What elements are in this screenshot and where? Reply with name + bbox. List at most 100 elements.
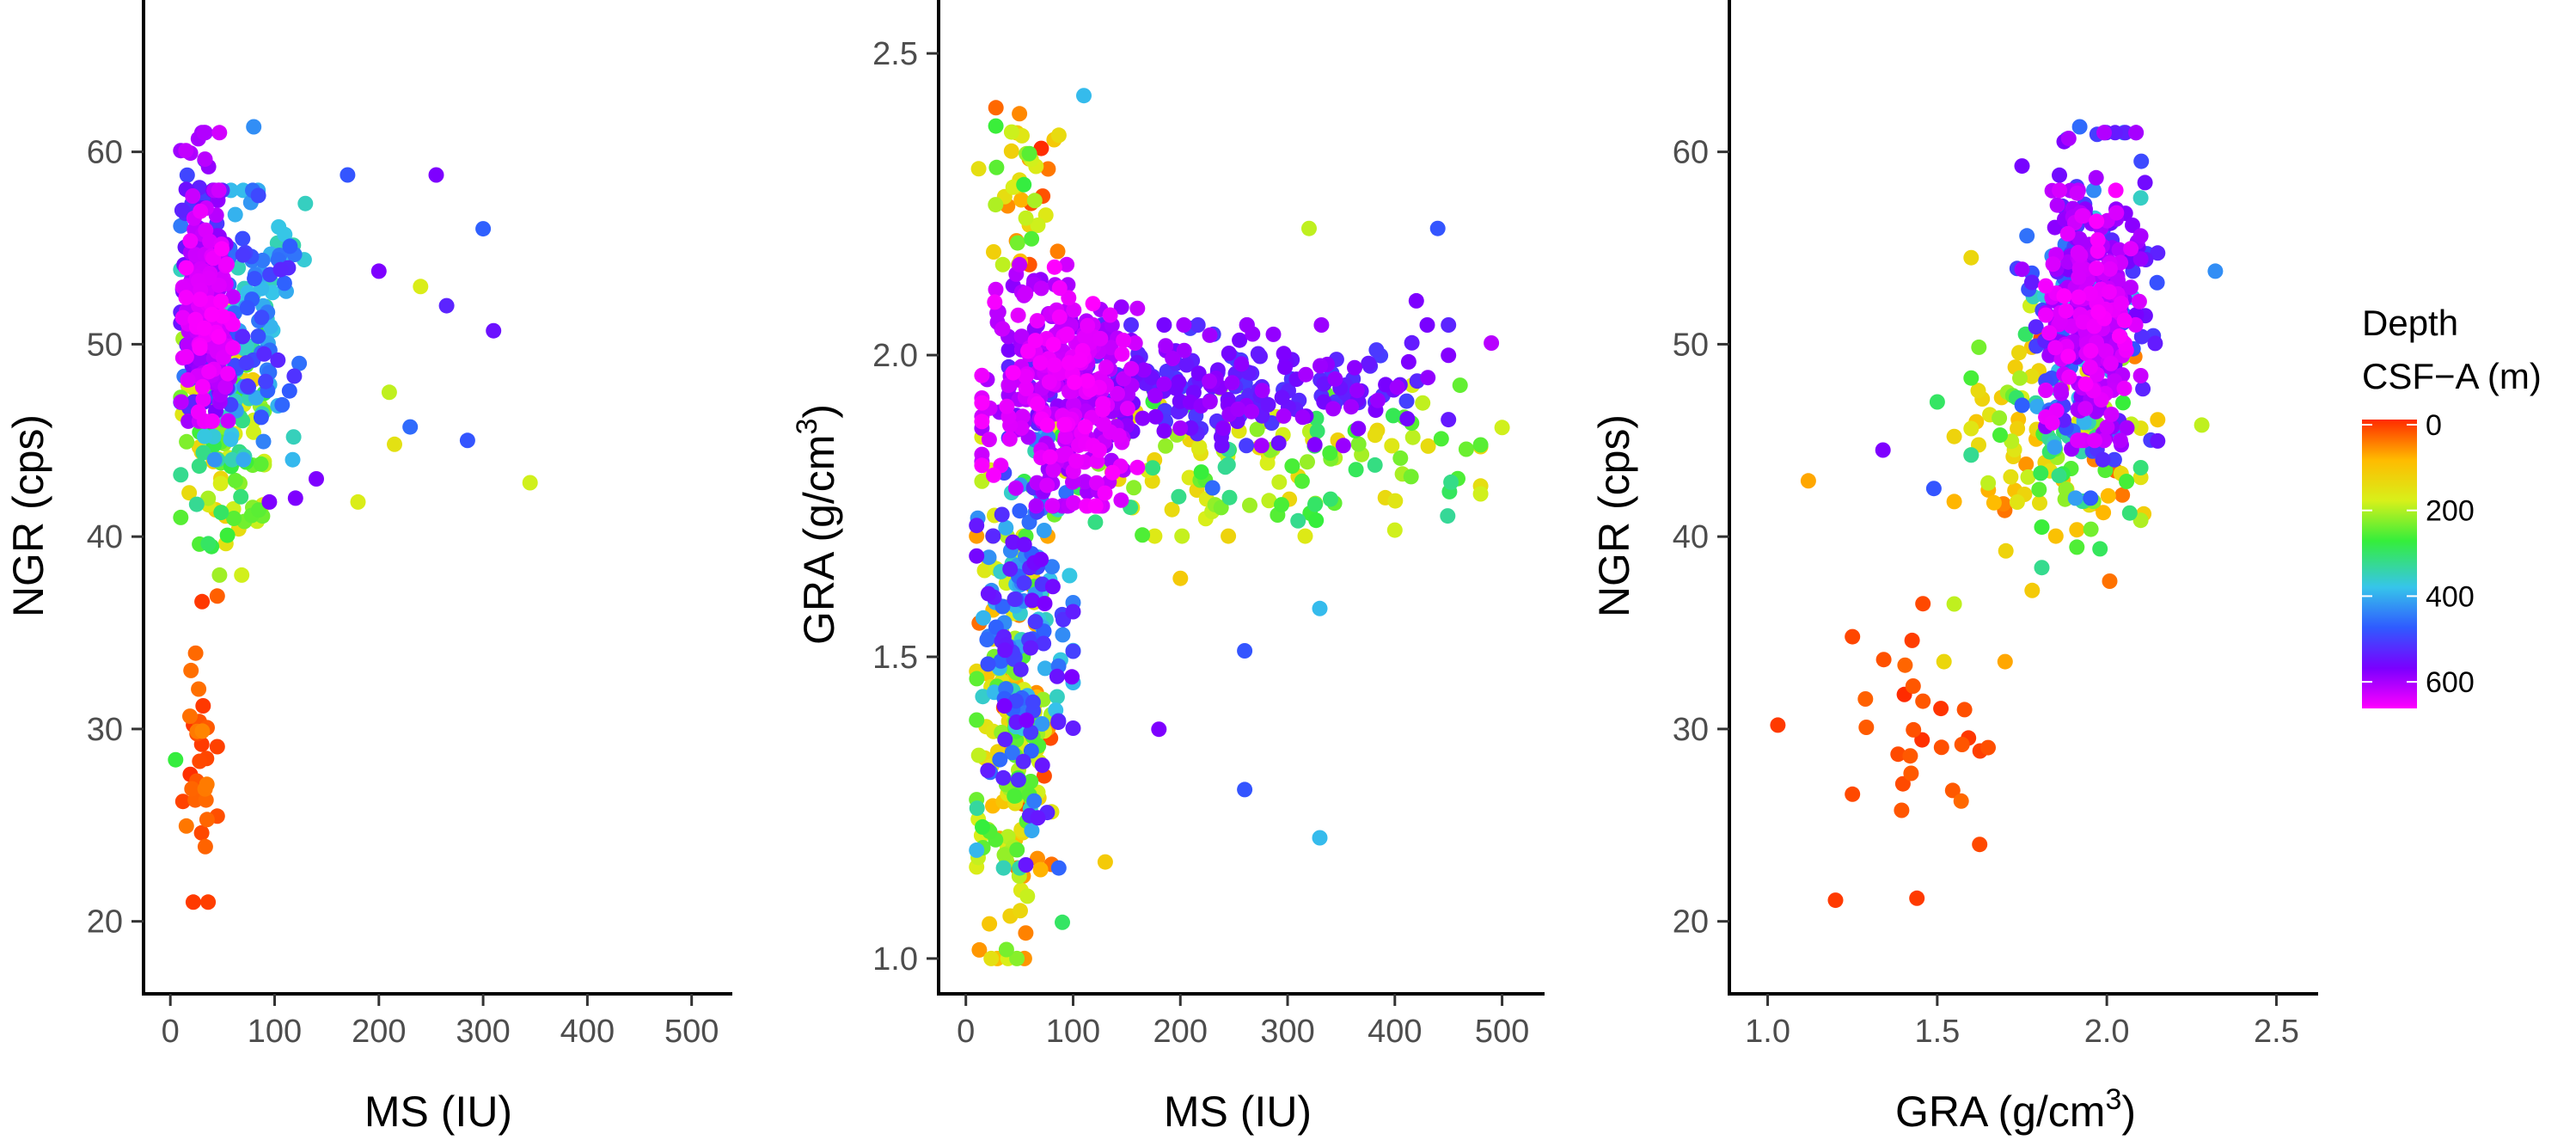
panel-1-point xyxy=(179,167,195,183)
panel-3-point xyxy=(1905,678,1921,694)
panel-2-point xyxy=(986,244,1001,260)
panel-2-point xyxy=(999,398,1015,414)
panel-1-point xyxy=(178,143,194,159)
panel-3-point xyxy=(2132,228,2149,244)
panel-1-point xyxy=(256,346,272,362)
panel-2-point xyxy=(997,732,1013,748)
legend-tick-label: 400 xyxy=(2426,580,2475,613)
panel-2-x-ticks: 0 100 200 300 400 500 xyxy=(957,994,1529,1050)
panel-3-point xyxy=(2020,469,2036,485)
panel-3-point xyxy=(2116,312,2132,328)
panel-3-point xyxy=(2077,376,2094,392)
panel-3-point xyxy=(2053,382,2069,398)
panel-1-point xyxy=(206,451,223,468)
panel-3-point xyxy=(2090,304,2107,321)
panel-2-point xyxy=(1404,429,1421,445)
panel-3-point xyxy=(2150,432,2166,449)
panel-3-point xyxy=(1909,890,1925,906)
panel-2-point xyxy=(1021,145,1037,162)
panel-2-point xyxy=(1077,474,1093,490)
panel-2-point xyxy=(1385,408,1401,424)
panel-2-point xyxy=(1312,830,1328,846)
panel-2-point xyxy=(1312,600,1328,616)
panel-2-point xyxy=(1056,417,1073,432)
panel-2-point xyxy=(981,549,997,566)
panel-1-point xyxy=(183,662,199,678)
panel-2-point xyxy=(1327,371,1343,387)
panel-1-y-axis-title: NGR (cps) xyxy=(4,414,52,617)
panel-2-point xyxy=(998,941,1014,958)
panel-1-point xyxy=(213,293,229,310)
panel-3-point xyxy=(2132,368,2149,383)
panel-2-point xyxy=(1294,473,1310,489)
panel-2-point xyxy=(1367,427,1383,444)
panel-2-point xyxy=(970,161,987,177)
panel-2-point xyxy=(1202,394,1218,410)
panel-3-point xyxy=(2034,519,2050,536)
panel-2-point xyxy=(1007,788,1023,804)
panel-3-point xyxy=(2044,414,2060,431)
panel-3-point xyxy=(2121,505,2138,521)
panel-2-point xyxy=(1116,332,1132,348)
panel-2-point xyxy=(1176,342,1192,359)
panel-3-point xyxy=(1894,775,1911,792)
panel-3-point xyxy=(1992,410,2008,426)
panel-2-point xyxy=(1023,640,1039,656)
panel-3-point xyxy=(1946,493,1962,510)
panel-1-point xyxy=(475,221,492,237)
panel-2-point xyxy=(1046,259,1062,275)
panel-2-point xyxy=(1176,317,1192,333)
panel-2-point xyxy=(1126,480,1142,496)
panel-2-point xyxy=(1384,438,1400,454)
panel-3-point xyxy=(2137,175,2153,191)
panel-1-point xyxy=(227,472,243,488)
panel-1-x-tick-label: 400 xyxy=(560,1014,615,1050)
panel-2-point xyxy=(1260,396,1276,413)
panel-3-point xyxy=(1954,737,1970,752)
panel-3-point xyxy=(2052,182,2068,199)
panel-2-point xyxy=(1012,256,1028,273)
panel-3-point xyxy=(2090,232,2106,248)
panel-2-point xyxy=(1494,420,1510,436)
panel-2-y-ticks: 1.0 1.5 2.0 2.5 xyxy=(872,36,939,978)
panel-2-y-axis-title-sup: 3 xyxy=(791,419,823,435)
panel-3-point xyxy=(2038,307,2054,323)
panel-1-point xyxy=(239,300,255,316)
panel-2-point xyxy=(1301,220,1317,236)
panel-2-point xyxy=(1276,346,1292,362)
panel-2-point xyxy=(1045,336,1062,352)
panel-1-point xyxy=(182,708,198,725)
panel-2-point xyxy=(1096,416,1112,432)
panel-2-point xyxy=(1193,464,1209,481)
panel-2-point xyxy=(1309,423,1325,439)
panel-2-point xyxy=(974,414,990,430)
panel-2-point xyxy=(1111,427,1127,444)
panel-2-point xyxy=(1350,420,1367,437)
panel-3-point xyxy=(2100,487,2116,504)
panel-2-point xyxy=(998,519,1014,536)
panel-2-point xyxy=(1009,842,1025,858)
panel-1-point xyxy=(287,490,303,506)
panel-2-point xyxy=(1261,493,1277,509)
panel-2-point xyxy=(1041,374,1057,390)
panel-3-point xyxy=(2133,328,2150,345)
panel-3-point xyxy=(2132,251,2149,267)
panel-2-point xyxy=(1050,714,1067,731)
panel-2-point xyxy=(1294,409,1311,426)
panel-1-point xyxy=(188,496,205,512)
panel-2-point xyxy=(1135,410,1151,426)
panel-3-point xyxy=(1953,793,1969,809)
panel-2-point xyxy=(1023,774,1039,789)
panel-3-y-tick-label: 30 xyxy=(1673,712,1709,748)
panel-3-point xyxy=(2207,263,2224,279)
panel-3-point xyxy=(2150,412,2166,428)
panel-2-point xyxy=(1312,358,1328,374)
panel-2-point xyxy=(1030,218,1046,233)
panel-2-point xyxy=(995,860,1012,876)
panel-2-points xyxy=(969,88,1510,966)
panel-3-point xyxy=(2070,432,2086,449)
panel-2-point xyxy=(970,747,987,763)
panel-3-point xyxy=(2047,439,2063,456)
panel-2-point xyxy=(1023,724,1039,740)
panel-2-point xyxy=(1113,299,1129,316)
